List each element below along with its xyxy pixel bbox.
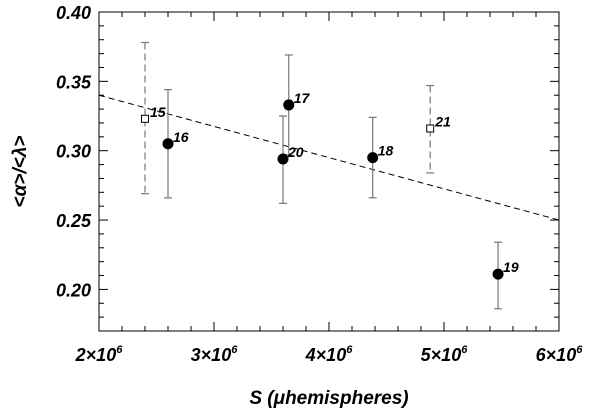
data-point-17: 17 <box>283 54 311 156</box>
square-marker <box>141 114 149 123</box>
data-point-21: 21 <box>426 84 451 174</box>
circle-marker <box>492 268 504 280</box>
y-tick-label: 0.35 <box>56 72 92 92</box>
data-point-18: 18 <box>367 116 394 199</box>
point-label: 20 <box>287 144 304 160</box>
circle-marker <box>283 99 295 111</box>
data-point-15: 15 <box>141 41 166 195</box>
y-axis-title: <α>/<λ> <box>10 135 31 207</box>
point-label: 17 <box>294 90 311 106</box>
data-points: 15 16 17 20 18 21 19 <box>141 41 519 310</box>
point-label: 16 <box>173 129 189 145</box>
point-label: 18 <box>378 143 394 159</box>
data-point-20: 20 <box>277 115 304 204</box>
point-label: 15 <box>150 104 166 120</box>
circle-marker <box>277 153 289 165</box>
axis-ticks: 2×106 3×106 4×106 5×106 6×106 0.20 0.25 0.30 0.3… <box>56 3 583 365</box>
y-tick-label: 0.30 <box>56 142 91 162</box>
x-tick-label: 5×106 <box>421 344 469 365</box>
x-tick-label: 4×106 <box>305 344 354 365</box>
data-point-19: 19 <box>492 241 519 310</box>
x-axis-title: S (μhemispheres) <box>249 388 408 409</box>
y-tick-label: 0.25 <box>56 211 92 231</box>
circle-marker <box>162 138 174 150</box>
x-tick-label: 3×106 <box>191 344 239 365</box>
circle-marker <box>367 152 379 164</box>
point-label: 19 <box>503 259 519 275</box>
square-marker <box>426 124 435 133</box>
data-point-16: 16 <box>162 89 189 199</box>
y-tick-label: 0.40 <box>56 3 91 23</box>
point-label: 21 <box>434 114 451 130</box>
x-tick-label: 2×106 <box>75 344 124 365</box>
x-tick-label: 6×106 <box>536 344 584 365</box>
y-tick-label: 0.20 <box>56 280 91 300</box>
